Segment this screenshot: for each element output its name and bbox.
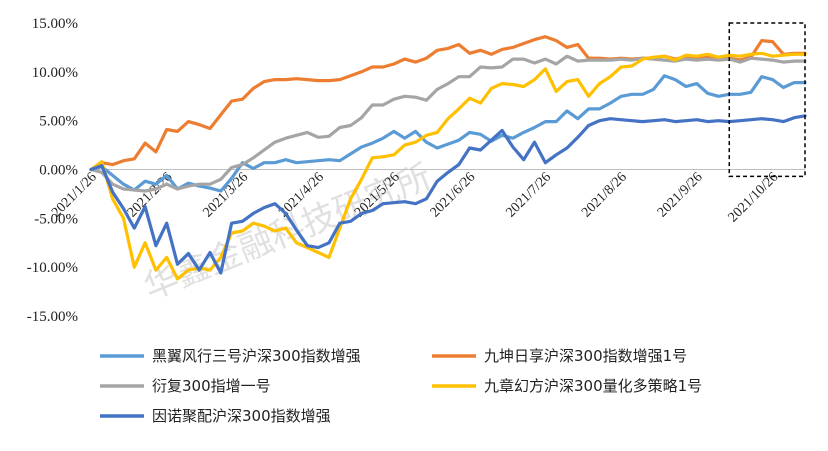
x-tick-label: 2021/10/26	[726, 170, 782, 226]
series-lines	[89, 35, 807, 281]
highlight-rect	[728, 22, 806, 178]
legend-label: 衍复300指增一号	[152, 377, 271, 395]
y-tick-label: -10.00%	[27, 260, 78, 276]
series-line-5	[89, 114, 807, 275]
series-line-2	[89, 35, 807, 172]
legend-label: 九章幻方沪深300量化多策略1号	[484, 377, 702, 395]
x-tick-label: 2021/6/26	[428, 170, 479, 221]
series-line-1	[89, 74, 807, 193]
series-line-4	[89, 51, 807, 281]
x-tick-label: 2021/7/26	[503, 170, 554, 221]
highlight-box	[728, 22, 806, 178]
legend-label: 九坤日享沪深300指数增强1号	[484, 347, 687, 365]
y-tick-label: 10.00%	[32, 65, 78, 81]
x-tick-label: 2021/8/26	[579, 170, 630, 221]
x-tick-label: 2021/9/26	[655, 170, 706, 221]
y-tick-label: 5.00%	[39, 114, 78, 130]
y-tick-label: -5.00%	[34, 211, 78, 227]
y-axis: -15.00% -10.00% -5.00% 0.00% 5.00% 10.00% 15.0…	[27, 16, 78, 325]
y-tick-label: 0.00%	[39, 163, 78, 179]
x-tick-label: 2021/3/26	[201, 170, 252, 221]
legend-label: 因诺聚配沪深300指数增强	[152, 407, 331, 425]
legend-label: 黑翼风行三号沪深300指数增强	[152, 347, 361, 365]
series-line-3	[89, 54, 807, 193]
y-tick-label: -15.00%	[27, 309, 78, 325]
y-tick-label: 15.00%	[32, 16, 78, 32]
